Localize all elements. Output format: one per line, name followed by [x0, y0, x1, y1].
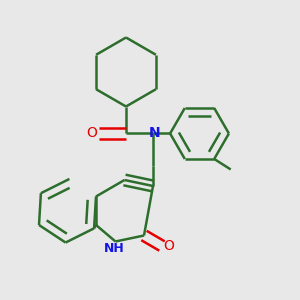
- Text: O: O: [86, 127, 97, 140]
- Text: N: N: [149, 127, 160, 140]
- Text: O: O: [163, 239, 174, 253]
- Text: NH: NH: [103, 242, 124, 256]
